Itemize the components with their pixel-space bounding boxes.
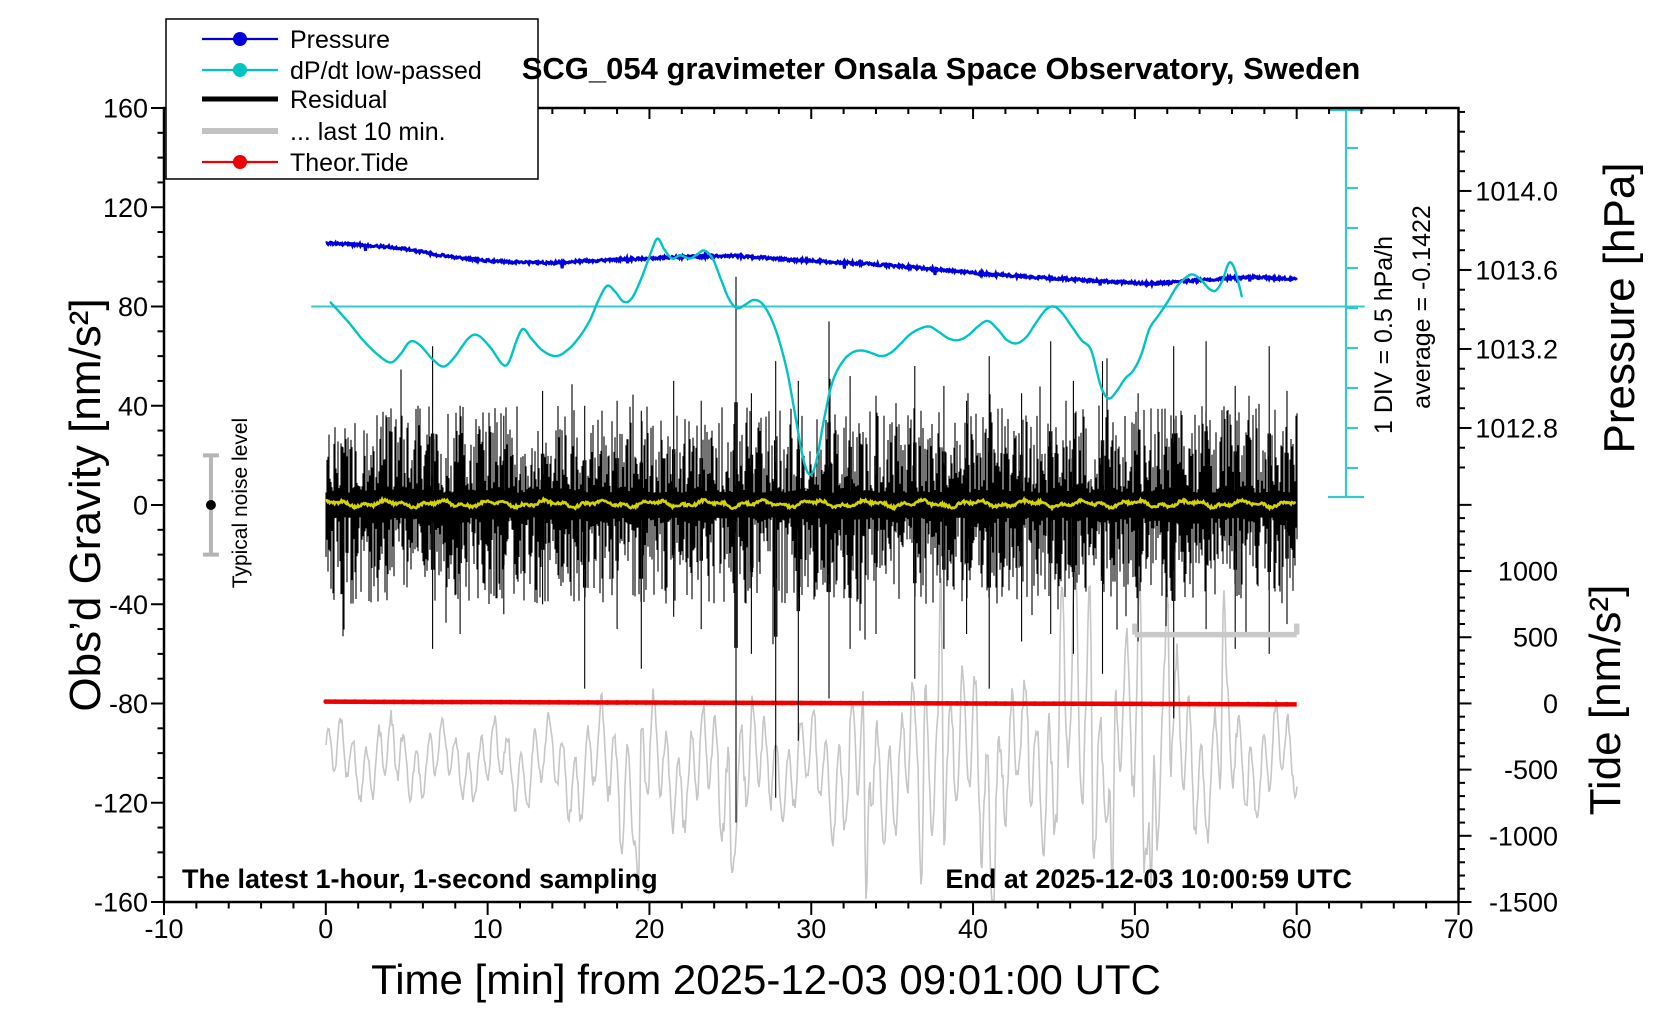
legend-label-residual: Residual — [290, 86, 387, 114]
svg-text:50: 50 — [1120, 914, 1150, 944]
legend-label-dpdt: dP/dt low-passed — [290, 57, 482, 85]
dpdt-scale-ruler — [1328, 108, 1364, 499]
svg-text:-1000: -1000 — [1489, 821, 1558, 851]
last-10-min-window-bar — [1132, 623, 1300, 638]
legend-sample-marker — [233, 155, 247, 169]
axes-layer: -10 0 10 20 30 40 50 60 70 -160 -120 -80 -40 0 40 80 120… — [94, 94, 1558, 945]
svg-text:500: 500 — [1513, 623, 1558, 653]
svg-text:80: 80 — [118, 292, 148, 322]
svg-text:1000: 1000 — [1498, 557, 1558, 587]
svg-text:20: 20 — [634, 914, 664, 944]
legend-sample-marker — [233, 32, 247, 46]
svg-text:-10: -10 — [144, 914, 183, 944]
residual-trace — [325, 276, 1298, 823]
pressure-trace — [325, 239, 1298, 290]
svg-text:10: 10 — [473, 914, 503, 944]
svg-text:70: 70 — [1443, 914, 1473, 944]
svg-text:30: 30 — [796, 914, 826, 944]
last-10-min-trace — [325, 570, 1298, 902]
residual-lowpassed-line — [325, 495, 1297, 512]
noise-level-label: Typical noise level — [229, 418, 252, 588]
svg-text:120: 120 — [103, 193, 148, 223]
svg-text:-1500: -1500 — [1489, 888, 1558, 918]
axis-tick-labels: -10 0 10 20 30 40 50 60 70 -160 -120 -80 -40 0 40 80 120… — [94, 94, 1558, 945]
end-time-note: End at 2025-12-03 10:00:59 UTC — [945, 864, 1352, 894]
dpdt-lowpassed-curve — [329, 237, 1243, 476]
svg-text:-40: -40 — [109, 590, 148, 620]
legend-label-pressure: Pressure — [290, 26, 390, 54]
svg-text:1014.0: 1014.0 — [1475, 176, 1558, 206]
axis-ticks — [151, 107, 1472, 915]
svg-text:-500: -500 — [1504, 755, 1558, 785]
legend-graphics-layer — [165, 18, 539, 180]
svg-text:0: 0 — [1543, 689, 1558, 719]
gravity-axis-label: Obs’d Gravity [nm/s²] — [61, 298, 110, 711]
average-label: average = -0.1422 — [1408, 205, 1436, 409]
svg-text:1012.8: 1012.8 — [1475, 413, 1558, 443]
pressure-axis-label: Pressure [hPa] — [1595, 162, 1644, 453]
svg-text:160: 160 — [103, 94, 148, 124]
x-axis-label: Time [min] from 2025-12-03 09:01:00 UTC — [371, 956, 1161, 1003]
svg-text:0: 0 — [318, 914, 333, 944]
chart-title: SCG_054 gravimeter Onsala Space Observat… — [522, 51, 1361, 86]
sampling-note: The latest 1-hour, 1-second sampling — [182, 864, 658, 894]
legend-sample-marker — [233, 63, 247, 77]
svg-text:60: 60 — [1282, 914, 1312, 944]
legend-label-theortide: Theor.Tide — [290, 149, 409, 177]
svg-text:-160: -160 — [94, 888, 148, 918]
svg-text:-120: -120 — [94, 788, 148, 818]
markers-layer — [202, 453, 1300, 638]
svg-text:-80: -80 — [109, 689, 148, 719]
theor-tide-markers — [323, 699, 1290, 707]
tide-axis-label: Tide [nm/s²] — [1581, 585, 1630, 816]
svg-text:40: 40 — [958, 914, 988, 944]
svg-text:1013.6: 1013.6 — [1475, 255, 1558, 285]
svg-text:0: 0 — [133, 491, 148, 521]
div-scale-label: 1 DIV = 0.5 hPa/h — [1370, 236, 1398, 434]
legend-label-last10: ... last 10 min. — [290, 118, 446, 146]
typical-noise-dot — [205, 500, 216, 510]
svg-text:1013.2: 1013.2 — [1475, 334, 1558, 364]
series-layer — [311, 108, 1365, 902]
svg-text:40: 40 — [118, 391, 148, 421]
